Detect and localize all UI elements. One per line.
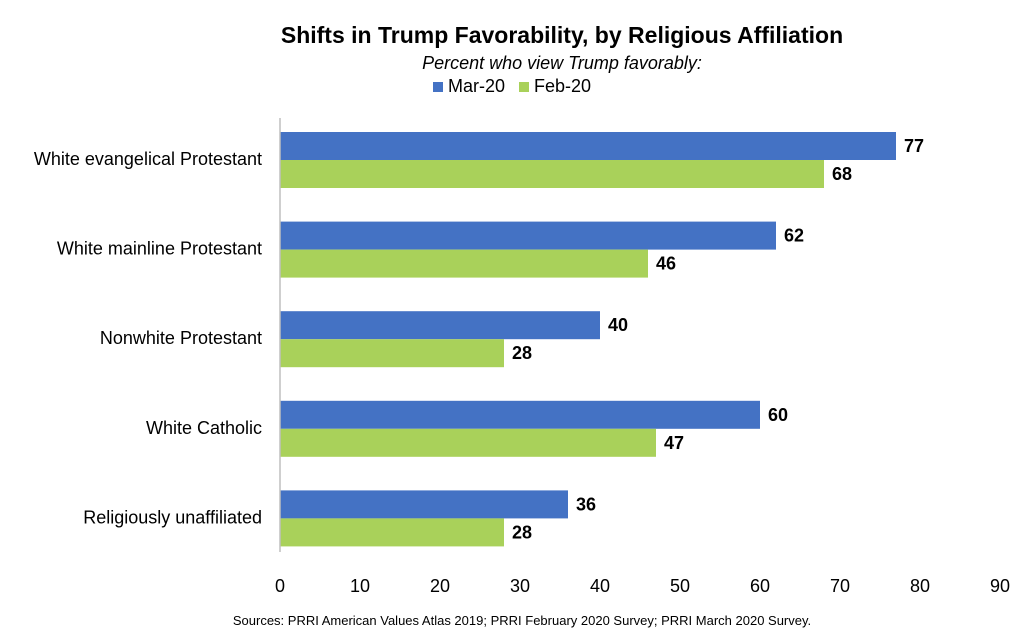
x-tick-label-30: 30 bbox=[510, 576, 530, 596]
bar-mar-20-white-mainline-protestant bbox=[280, 221, 776, 250]
bar-mar-20-religiously-unaffiliated bbox=[280, 490, 568, 519]
category-label-white-evangelical-protestant: White evangelical Protestant bbox=[34, 149, 262, 169]
x-tick-label-10: 10 bbox=[350, 576, 370, 596]
bar-feb-20-white-mainline-protestant bbox=[280, 249, 648, 278]
bar-mar-20-white-catholic bbox=[280, 400, 760, 429]
category-label-nonwhite-protestant: Nonwhite Protestant bbox=[100, 328, 262, 348]
category-label-religiously-unaffiliated: Religiously unaffiliated bbox=[83, 507, 262, 527]
chart-title: Shifts in Trump Favorability, by Religio… bbox=[280, 22, 844, 48]
x-tick-label-40: 40 bbox=[590, 576, 610, 596]
bar-feb-20-nonwhite-protestant bbox=[280, 339, 504, 368]
legend-label-mar-20: Mar-20 bbox=[448, 76, 506, 96]
x-tick-label-80: 80 bbox=[910, 576, 930, 596]
chart-subtitle: Percent who view Trump favorably: bbox=[422, 53, 702, 73]
category-label-white-mainline-protestant: White mainline Protestant bbox=[57, 239, 262, 259]
data-label-mar-20-white-evangelical-protestant: 77 bbox=[904, 136, 924, 156]
x-tick-label-70: 70 bbox=[830, 576, 850, 596]
bar-feb-20-white-catholic bbox=[280, 428, 656, 457]
bar-mar-20-white-evangelical-protestant bbox=[280, 132, 896, 160]
data-label-feb-20-white-catholic: 47 bbox=[664, 433, 684, 453]
data-label-feb-20-nonwhite-protestant: 28 bbox=[512, 343, 532, 363]
category-label-white-catholic: White Catholic bbox=[146, 418, 262, 438]
bar-feb-20-religiously-unaffiliated bbox=[280, 518, 504, 547]
bar-feb-20-white-evangelical-protestant bbox=[280, 160, 824, 188]
x-tick-label-50: 50 bbox=[670, 576, 690, 596]
legend-label-feb-20: Feb-20 bbox=[534, 76, 592, 96]
legend: Mar-20 Feb-20 bbox=[433, 76, 605, 97]
legend-item-mar-20: Mar-20 bbox=[433, 76, 505, 97]
legend-swatch-mar-20 bbox=[433, 81, 443, 92]
source-note: Sources: PRRI American Values Atlas 2019… bbox=[232, 613, 812, 628]
data-label-mar-20-nonwhite-protestant: 40 bbox=[608, 315, 628, 335]
bar-mar-20-nonwhite-protestant bbox=[280, 311, 600, 340]
data-label-feb-20-white-evangelical-protestant: 68 bbox=[832, 164, 852, 184]
data-label-mar-20-religiously-unaffiliated: 36 bbox=[576, 494, 596, 514]
x-tick-label-20: 20 bbox=[430, 576, 450, 596]
legend-item-feb-20: Feb-20 bbox=[519, 76, 591, 97]
legend-swatch-feb-20 bbox=[519, 81, 530, 92]
data-label-feb-20-white-mainline-protestant: 46 bbox=[656, 254, 676, 274]
data-label-mar-20-white-mainline-protestant: 62 bbox=[784, 226, 804, 246]
x-tick-label-60: 60 bbox=[750, 576, 770, 596]
x-tick-label-90: 90 bbox=[990, 576, 1010, 596]
data-label-mar-20-white-catholic: 60 bbox=[768, 405, 788, 425]
data-label-feb-20-religiously-unaffiliated: 28 bbox=[512, 522, 532, 542]
x-tick-label-0: 0 bbox=[275, 576, 285, 596]
